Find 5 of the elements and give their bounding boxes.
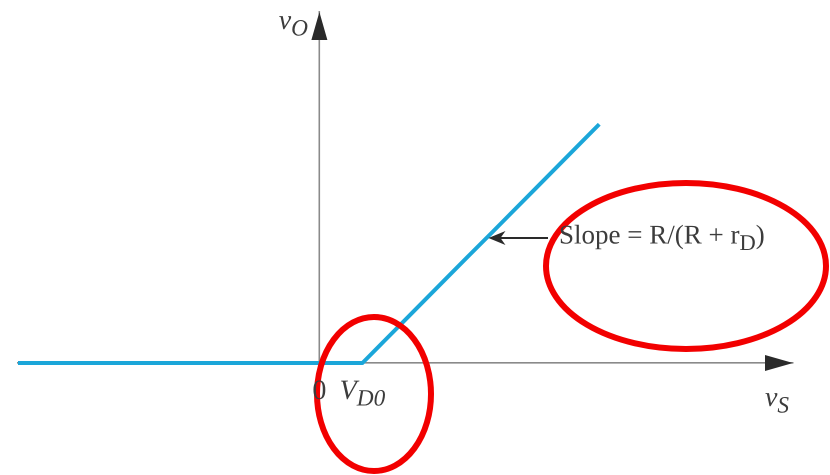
x-tick-label: V$_{D0}$ xyxy=(340,375,386,412)
x-tick-label: 0 xyxy=(312,375,326,406)
annotation: Slope = R/(R + r$_{D}$) xyxy=(559,220,765,255)
x-axis-title: v$_{S}$ xyxy=(764,382,790,419)
y-axis-title: v$_{O}$ xyxy=(278,5,308,42)
